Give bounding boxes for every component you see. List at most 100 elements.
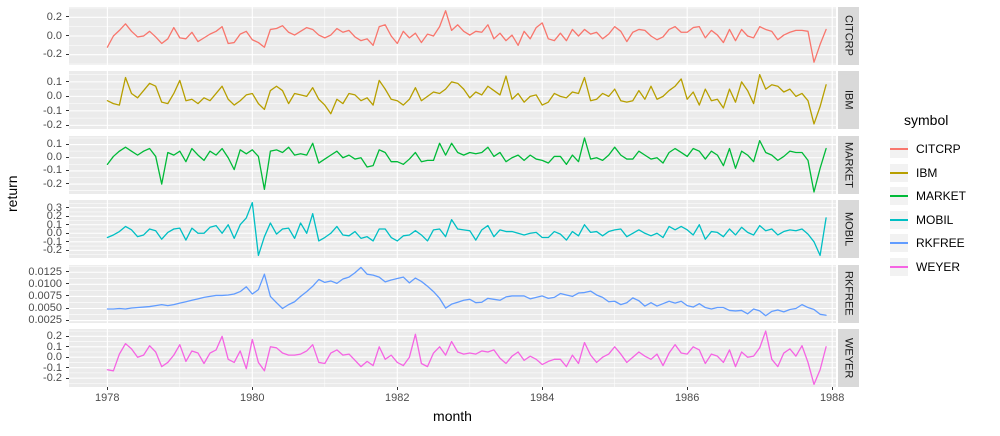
y-tick-label: 0.0050 [28, 302, 62, 314]
x-tick-label: 1980 [240, 392, 265, 404]
legend: symbol CITCRP IBM MARKET MOBIL RKFREE WEYER [890, 112, 966, 281]
legend-item-label: MARKET [916, 189, 967, 203]
y-tick-label: 0.1 [46, 218, 62, 231]
facet-strip-ibm: IBM [838, 71, 859, 129]
y-tick-mark [65, 169, 69, 171]
y-tick-label: 0.0 [46, 151, 62, 164]
y-tick-label: 0.0 [46, 351, 62, 364]
legend-key-swatch [890, 210, 908, 229]
y-tick-mark [65, 283, 69, 285]
legend-item-citcrp: CITCRP [890, 140, 966, 158]
y-tick-label: -0.2 [43, 244, 62, 257]
y-tick-mark [65, 367, 69, 369]
y-tick-label: 0.1 [46, 138, 62, 151]
x-tick-label: 1988 [819, 392, 845, 404]
y-tick-mark [65, 335, 69, 337]
y-tick-mark [65, 143, 69, 145]
y-tick-mark [65, 346, 69, 348]
y-tick-label: 0.1 [46, 340, 62, 353]
legend-key-swatch [890, 140, 908, 158]
legend-item-label: CITCRP [916, 142, 961, 156]
line-series-ibm [69, 71, 836, 129]
facet-strip-mobil: MOBIL [838, 200, 859, 258]
facet-panel-mobil [69, 200, 836, 258]
facet-panel-ibm [69, 71, 836, 129]
facet-strip-citcrp: CITCRP [838, 6, 859, 65]
y-tick-mark [65, 271, 69, 273]
y-tick-mark [65, 249, 69, 251]
y-tick-label: 0.0100 [28, 277, 62, 290]
legend-item-mobil: MOBIL [890, 210, 966, 229]
legend-item-label: MOBIL [916, 212, 954, 227]
facet-panel-market [69, 135, 836, 194]
legend-key-swatch [890, 163, 908, 182]
y-tick-mark [65, 224, 69, 226]
y-tick-mark [65, 207, 69, 209]
x-axis-title: month [433, 408, 472, 424]
line-series-weyer [69, 329, 836, 387]
y-tick-label: -0.2 [43, 372, 62, 385]
y-tick-label: 0.2 [46, 330, 62, 343]
y-tick-mark [65, 295, 69, 297]
y-tick-label: -0.2 [43, 48, 62, 61]
facet-panel-rkfree [69, 264, 836, 323]
legend-title: symbol [904, 112, 949, 128]
y-tick-label: 0.0 [46, 227, 62, 240]
legend-item-label: WEYER [916, 259, 961, 274]
y-tick-label: 0.1 [46, 75, 62, 88]
y-tick-label: 0.2 [46, 210, 62, 223]
legend-key-swatch [890, 234, 908, 252]
line-series-market [69, 135, 836, 194]
y-tick-mark [65, 124, 69, 126]
line-series-rkfree [69, 264, 836, 323]
legend-key-swatch [890, 187, 908, 205]
legend-key-swatch [890, 257, 908, 276]
x-tick-label: 1978 [95, 392, 120, 404]
x-tick-mark [686, 387, 688, 390]
legend-item-label: IBM [916, 165, 938, 180]
facet-panel-weyer [69, 329, 836, 387]
x-tick-label: 1984 [529, 392, 555, 404]
y-tick-mark [65, 156, 69, 158]
y-tick-label: 0.0125 [28, 265, 62, 278]
y-tick-mark [65, 81, 69, 83]
y-tick-label: -0.1 [43, 104, 62, 117]
y-tick-label: -0.1 [43, 235, 62, 248]
y-tick-label: 0.0075 [28, 289, 62, 302]
facet-strip-market: MARKET [838, 135, 859, 194]
y-tick-mark [65, 110, 69, 112]
y-tick-label: 0.0 [46, 90, 62, 103]
facet-strip-rkfree: RKFREE [838, 264, 859, 323]
facet-panel-citcrp [69, 6, 836, 65]
y-tick-mark [65, 377, 69, 379]
y-tick-label: 0.3 [46, 201, 62, 214]
facet-strip-weyer: WEYER [838, 329, 859, 387]
line-series-citcrp [69, 6, 836, 65]
line-series-mobil [69, 200, 836, 258]
y-tick-mark [65, 95, 69, 97]
y-tick-mark [65, 232, 69, 234]
legend-items: CITCRP IBM MARKET MOBIL RKFREE WEYER [890, 140, 966, 276]
y-tick-label: -0.1 [43, 361, 62, 374]
y-tick-mark [65, 319, 69, 321]
y-tick-mark [65, 307, 69, 309]
y-tick-mark [65, 215, 69, 217]
legend-item-rkfree: RKFREE [890, 234, 966, 252]
legend-item-market: MARKET [890, 187, 966, 205]
y-tick-label: -0.2 [43, 177, 62, 190]
y-tick-label: -0.1 [43, 164, 62, 177]
y-tick-mark [65, 356, 69, 358]
y-tick-mark [65, 16, 69, 18]
x-tick-label: 1982 [385, 392, 410, 404]
legend-item-ibm: IBM [890, 163, 966, 182]
x-tick-mark [831, 387, 833, 390]
y-tick-label: -0.2 [43, 119, 62, 132]
y-tick-mark [65, 35, 69, 36]
x-tick-mark [396, 387, 398, 390]
legend-item-weyer: WEYER [890, 257, 966, 276]
y-tick-label: 0.0025 [28, 314, 62, 327]
y-tick-mark [65, 183, 69, 185]
y-tick-label: 0.0 [46, 29, 62, 42]
y-tick-mark [65, 241, 69, 243]
